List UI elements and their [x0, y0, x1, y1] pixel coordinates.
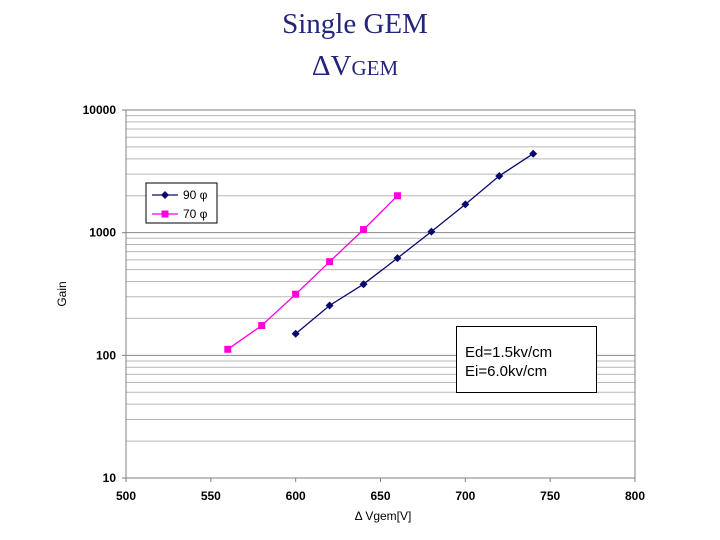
data-point — [291, 329, 300, 338]
chart-grid — [126, 109, 635, 479]
legend-label: 70 φ — [183, 207, 208, 221]
x-tick-label: 600 — [286, 489, 306, 503]
annotation-induction-field: Ei=6.0kv/cm — [465, 363, 548, 380]
legend-marker — [161, 210, 169, 218]
subtitle-main: ΔV — [311, 50, 352, 82]
slide-title: Single GEM — [282, 8, 428, 40]
annotation-drift-field: Ed=1.5kv/cm — [465, 344, 553, 361]
y-tick-label: 10000 — [83, 103, 117, 117]
data-point — [326, 258, 334, 266]
slide-subtitle: ΔVGEM — [0, 50, 710, 83]
plot-area — [125, 109, 636, 479]
x-tick-label: 750 — [540, 489, 560, 503]
subtitle-subscript: GEM — [351, 56, 399, 80]
data-point — [224, 345, 232, 353]
y-tick-label: 10 — [103, 471, 117, 485]
x-tick-label: 500 — [116, 489, 136, 503]
data-point — [292, 290, 300, 298]
annotation-box: Ed=1.5kv/cm Ei=6.0kv/cm — [456, 326, 597, 393]
data-point — [325, 301, 334, 310]
legend-item: 70 φ — [152, 207, 208, 221]
chart-series — [224, 149, 538, 353]
data-point — [427, 227, 436, 236]
data-point — [393, 192, 401, 200]
data-point — [529, 149, 538, 158]
x-tick-label: 700 — [455, 489, 475, 503]
series-line — [295, 153, 534, 335]
data-point — [258, 322, 266, 330]
axis-ticks: 10 100 1000 10000 500 550 600 650 700 750 800 — [83, 103, 646, 503]
legend-label: 90 φ — [183, 188, 208, 202]
x-tick-label: 650 — [370, 489, 390, 503]
y-tick-label: 100 — [96, 348, 116, 362]
x-axis-label: Δ Vgem[V] — [355, 509, 412, 523]
data-point — [461, 200, 470, 209]
legend-marker — [161, 191, 169, 199]
data-point — [360, 226, 368, 234]
x-tick-label: 800 — [625, 489, 645, 503]
series-1 — [291, 149, 538, 338]
data-point — [359, 280, 368, 289]
series-2 — [224, 192, 401, 353]
data-point — [495, 171, 504, 180]
y-tick-label: 1000 — [89, 226, 116, 240]
series-line — [227, 195, 398, 350]
y-axis-label: Gain — [55, 281, 69, 306]
chart-legend: 90 φ 70 φ — [145, 182, 218, 224]
data-point — [393, 254, 402, 263]
x-tick-label: 550 — [201, 489, 221, 503]
legend-item: 90 φ — [152, 188, 208, 202]
legend-box — [145, 182, 218, 224]
